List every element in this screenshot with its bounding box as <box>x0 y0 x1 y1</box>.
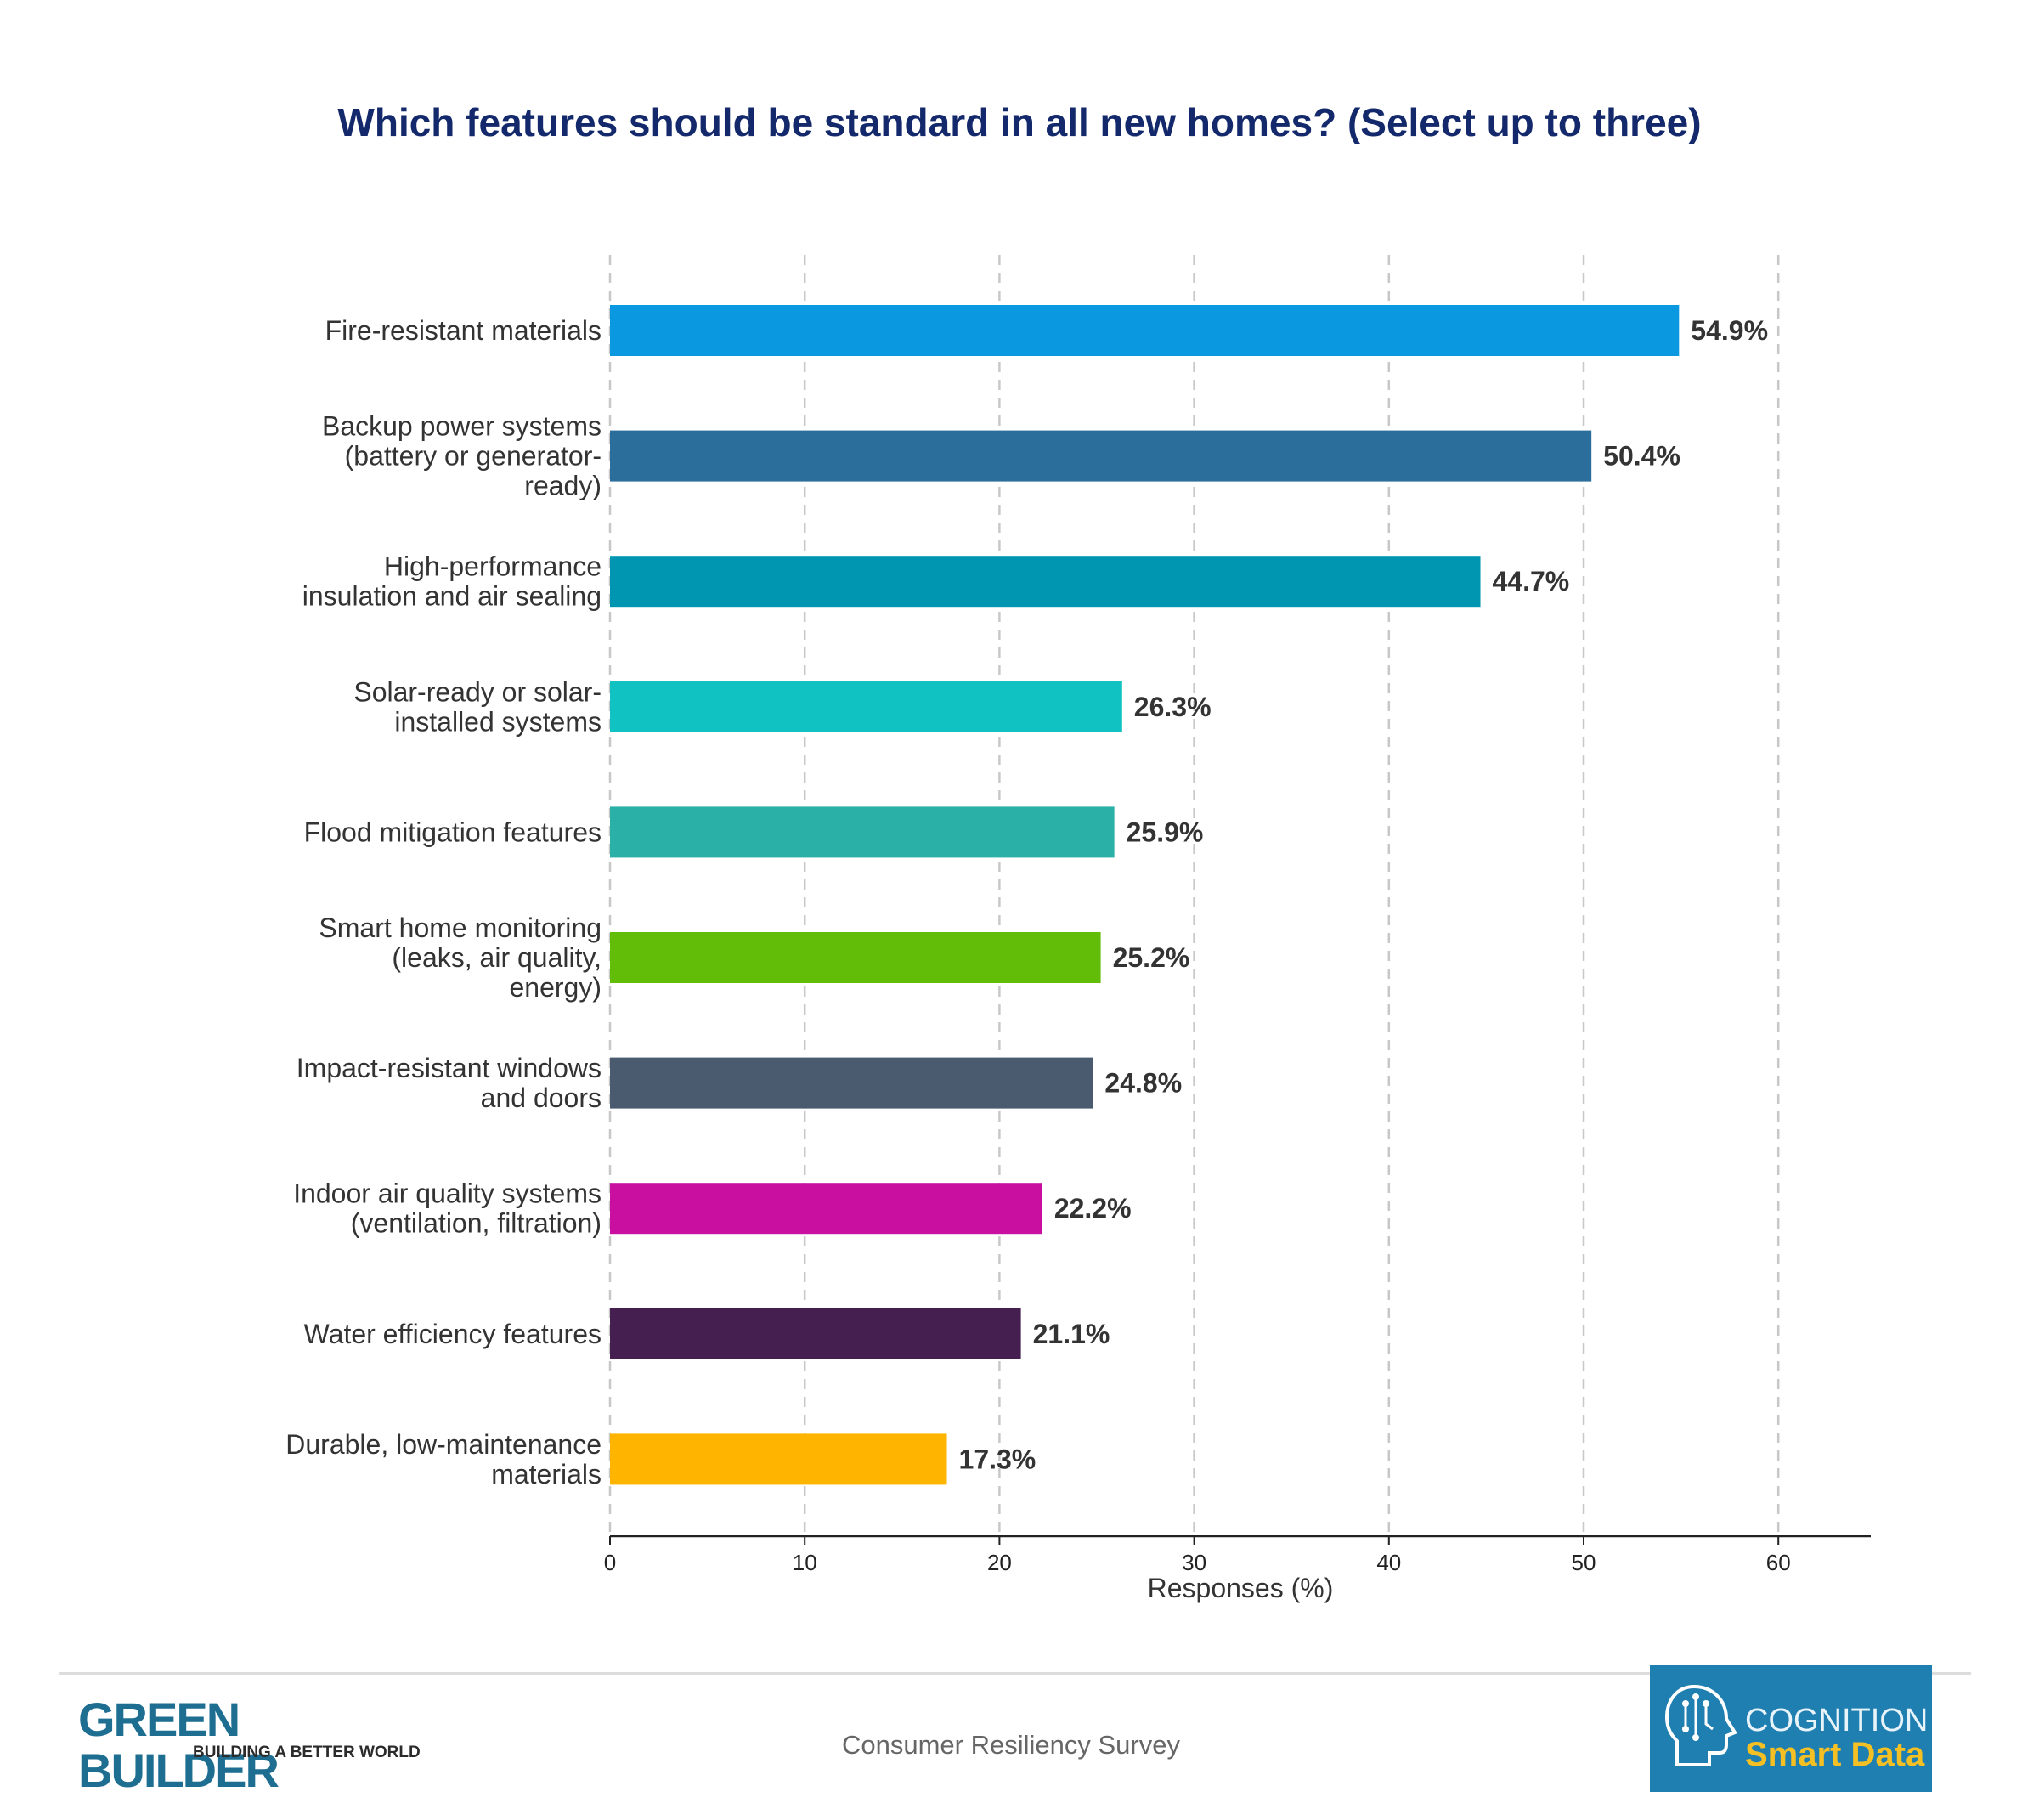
x-tick-label: 20 <box>987 1550 1012 1575</box>
bar-value-label: 22.2% <box>1054 1193 1132 1224</box>
chart-title: Which features should be standard in all… <box>337 100 1702 144</box>
bar-value-label: 25.9% <box>1127 817 1204 847</box>
x-axis: 0 10 20 30 40 50 60 <box>604 1535 1871 1575</box>
bar-value-label: 21.1% <box>1033 1319 1110 1349</box>
cognition-wordmark: COGNITION <box>1745 1703 1929 1738</box>
x-tick-label: 10 <box>793 1550 817 1575</box>
category-label: Durable, low-maintenance materials <box>285 1429 602 1489</box>
green-builder-logo: GREEN BUILDER BUILDING A BETTER WORLD <box>78 1694 435 1796</box>
category-label: Impact-resistant windows and doors <box>297 1053 602 1113</box>
bar <box>610 681 1122 732</box>
bar-value-label: 44.7% <box>1493 566 1570 596</box>
x-axis-label: Responses (%) <box>1148 1573 1334 1603</box>
bar-value-label: 25.2% <box>1113 942 1190 973</box>
bar <box>610 556 1481 608</box>
x-tick-label: 0 <box>604 1550 616 1575</box>
brain-circuit-icon <box>1664 1684 1737 1766</box>
category-label: Flood mitigation features <box>304 817 602 847</box>
category-label: Solar-ready or solar-installed systems <box>353 676 602 737</box>
bar-value-label: 17.3% <box>959 1444 1036 1474</box>
bar <box>610 806 1115 858</box>
bar <box>610 1308 1021 1359</box>
footer-divider <box>59 1672 1971 1675</box>
category-label: Fire-resistant materials <box>325 315 602 346</box>
bar-chart: 54.9% Fire-resistant materials 50.4% Backup… <box>285 255 1871 1603</box>
cognition-smart-data-logo: COGNITION Smart Data <box>1650 1665 1932 1792</box>
bar <box>610 1433 947 1485</box>
bar <box>610 932 1101 983</box>
bar <box>610 430 1592 482</box>
bar-value-label: 50.4% <box>1603 441 1680 472</box>
category-label: High-performance insulation and air seali… <box>302 551 602 612</box>
smart-data-wordmark: Smart Data <box>1745 1736 1925 1773</box>
category-label: Water efficiency features <box>304 1319 602 1349</box>
bars: 54.9% Fire-resistant materials 50.4% Backup… <box>285 305 1768 1489</box>
bar-value-label: 24.8% <box>1104 1068 1182 1099</box>
x-tick-label: 50 <box>1572 1550 1596 1575</box>
category-label: Smart home monitoring (leaks, air quality… <box>319 913 602 1003</box>
bar-value-label: 26.3% <box>1134 692 1212 722</box>
category-label: Backup power systems (battery or generato… <box>322 411 602 501</box>
x-tick-label: 30 <box>1182 1550 1206 1575</box>
bar <box>610 1057 1093 1109</box>
category-label: Indoor air quality systems (ventilation, … <box>293 1178 602 1239</box>
bar-value-label: 54.9% <box>1691 315 1768 346</box>
green-builder-wordmark: GREEN BUILDER <box>78 1693 280 1797</box>
source-note: Consumer Resiliency Survey <box>842 1730 1180 1760</box>
green-builder-tagline: BUILDING A BETTER WORLD <box>193 1744 421 1761</box>
x-tick-label: 60 <box>1766 1550 1791 1575</box>
bar <box>610 1183 1042 1235</box>
bar <box>610 305 1680 356</box>
x-tick-label: 40 <box>1376 1550 1401 1575</box>
